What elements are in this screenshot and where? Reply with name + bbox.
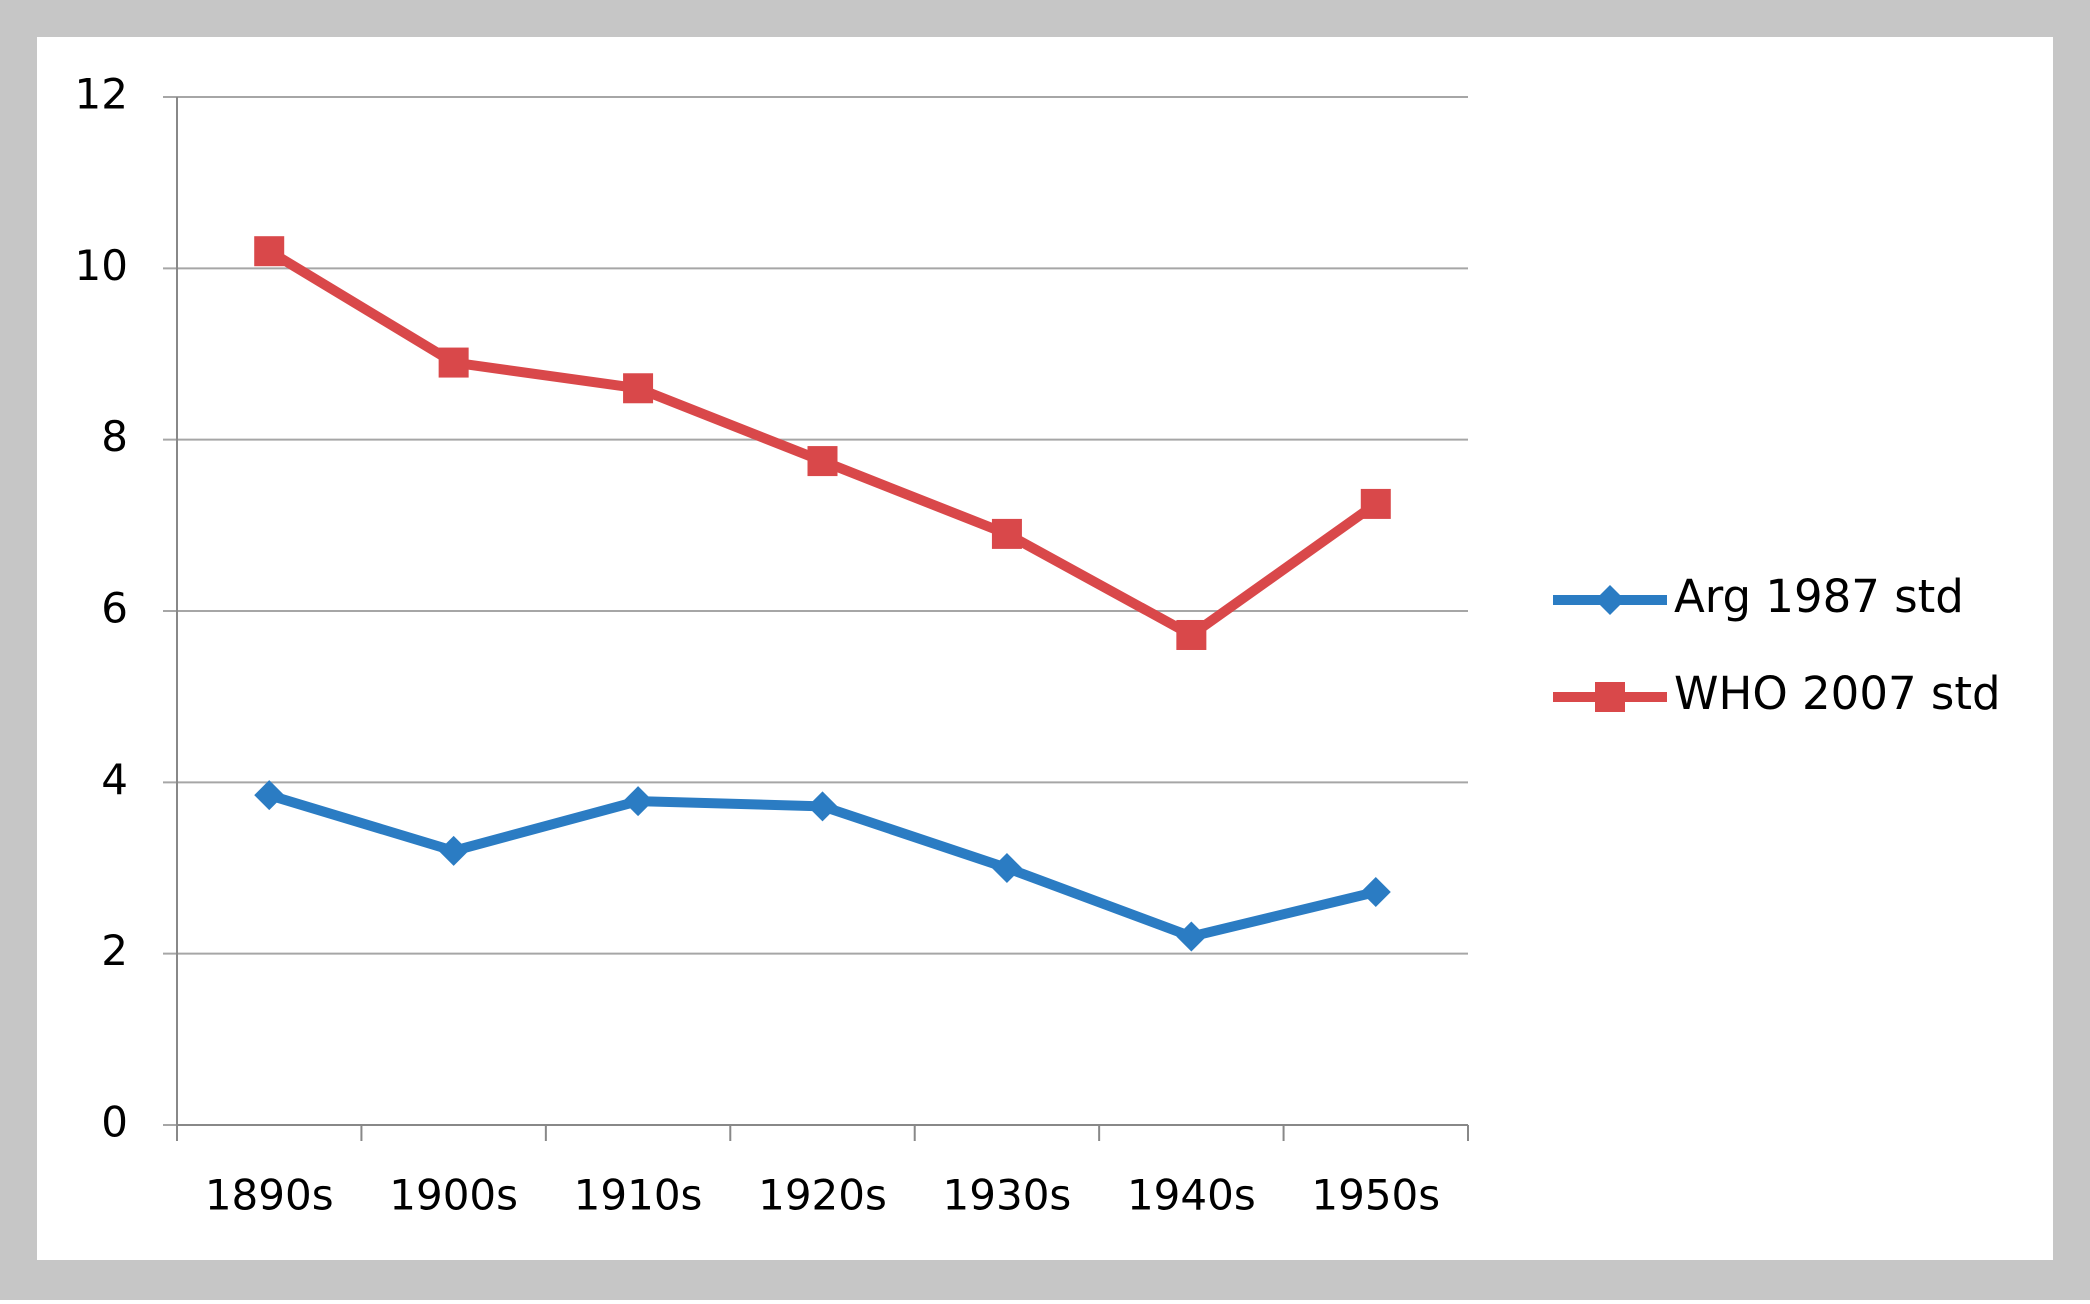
- x-tick-label: 1900s: [389, 1171, 518, 1220]
- marker: [254, 780, 285, 811]
- marker: [991, 518, 1022, 549]
- marker: [807, 446, 838, 477]
- y-tick-label: 10: [75, 241, 128, 290]
- marker: [807, 791, 838, 822]
- marker: [991, 853, 1022, 883]
- legend-label: Arg 1987 std: [1674, 570, 1964, 623]
- y-tick-label: 2: [101, 926, 128, 975]
- y-tick-label: 12: [75, 70, 128, 119]
- marker: [438, 347, 469, 378]
- y-tick-label: 8: [101, 412, 128, 461]
- y-tick-label: 4: [101, 755, 128, 804]
- x-tick-label: 1950s: [1311, 1171, 1440, 1220]
- marker: [623, 373, 654, 404]
- legend-label: WHO 2007 std: [1674, 667, 2001, 720]
- marker: [1176, 619, 1207, 650]
- legend-marker: [1595, 585, 1625, 615]
- marker: [1176, 921, 1207, 952]
- x-tick-label: 1910s: [574, 1171, 703, 1220]
- x-tick-label: 1940s: [1127, 1171, 1256, 1220]
- chart-area: [37, 37, 2053, 1260]
- marker: [623, 786, 654, 817]
- y-tick-label: 0: [101, 1098, 128, 1147]
- y-tick-label: 6: [101, 584, 128, 633]
- x-tick-label: 1920s: [758, 1171, 887, 1220]
- marker: [1360, 488, 1391, 519]
- marker: [438, 835, 469, 866]
- legend-marker: [1595, 682, 1625, 712]
- x-tick-label: 1930s: [943, 1171, 1072, 1220]
- marker: [254, 236, 285, 267]
- marker: [1360, 876, 1391, 907]
- x-tick-label: 1890s: [205, 1171, 334, 1220]
